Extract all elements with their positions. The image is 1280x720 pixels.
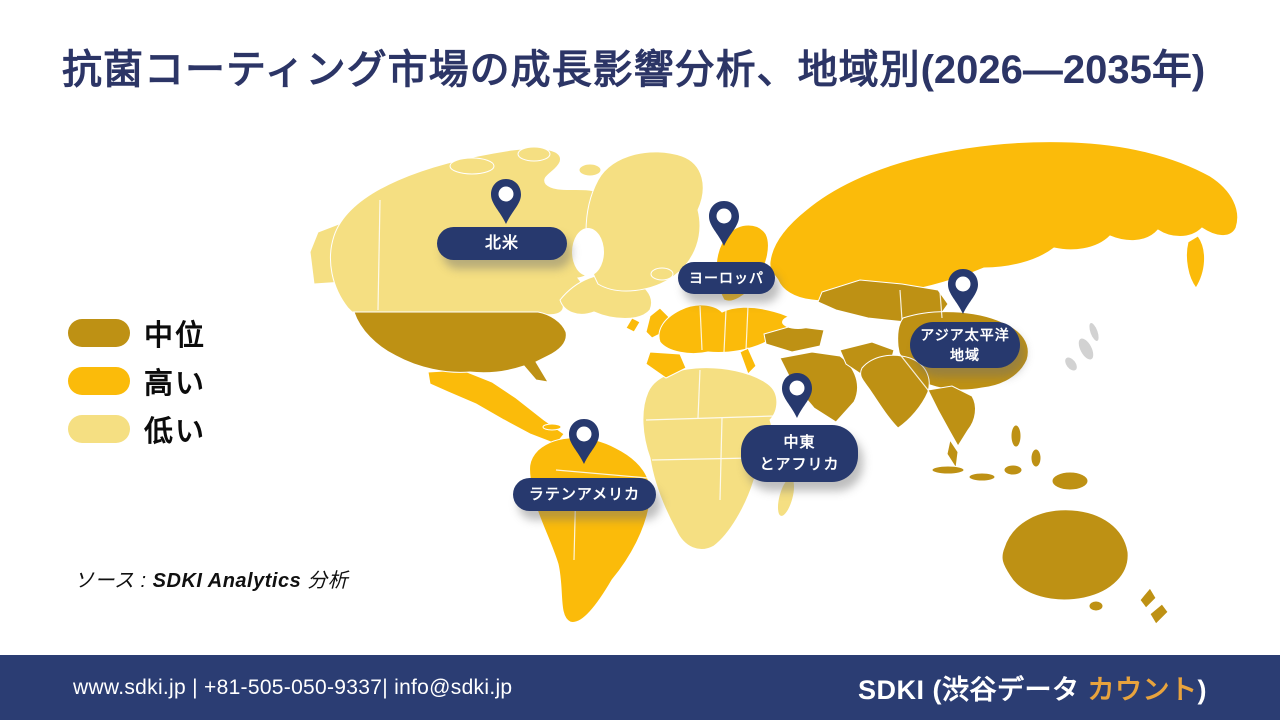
map-region-new-zealand bbox=[1149, 603, 1169, 625]
map-region-usa bbox=[353, 311, 567, 383]
map-region-indonesia bbox=[931, 465, 965, 475]
map-region-india bbox=[860, 354, 930, 429]
map-region-kamchatka bbox=[1185, 235, 1205, 289]
map-pin-icon bbox=[709, 201, 739, 246]
page-title: 抗菌コーティング市場の成長影響分析、地域別(2026—2035年) bbox=[62, 46, 1205, 94]
footer-brand-highlight: カウント bbox=[1087, 675, 1198, 705]
map-region-iceland bbox=[650, 267, 674, 281]
page-title-years: (2026—2035年) bbox=[920, 48, 1206, 92]
pin-label-latin-america: ラテンアメリカ bbox=[513, 478, 656, 511]
map-region-madagascar bbox=[776, 477, 796, 517]
pin-asia-pacific bbox=[945, 267, 981, 320]
legend: 中位 高い 低い bbox=[68, 318, 206, 462]
map-region-arctic-island bbox=[578, 163, 602, 177]
pin-label-text: 中東 bbox=[783, 433, 816, 451]
map-region-new-zealand bbox=[1139, 587, 1157, 609]
country-borders bbox=[377, 199, 943, 561]
pin-label-asia-pacific: アジア太平洋 地域 bbox=[910, 322, 1020, 368]
pin-label-middle-east-africa: 中東 とアフリカ bbox=[741, 425, 858, 482]
footer-brand: SDKI (渋谷データ カウント) bbox=[858, 668, 1207, 707]
legend-label-high: 高い bbox=[144, 368, 207, 400]
legend-swatch-medium bbox=[68, 319, 130, 347]
map-region-indonesia bbox=[1030, 448, 1042, 468]
page-title-main: 抗菌コーティング市場の成長影響分析、地域別 bbox=[62, 46, 921, 93]
source-note: ソース : SDKI Analytics 分析 bbox=[74, 564, 348, 593]
map-region-iberia bbox=[645, 351, 687, 379]
map-region-new-guinea bbox=[1051, 471, 1089, 491]
pin-label-europe: ヨーロッパ bbox=[678, 262, 775, 294]
map-region-arctic-island bbox=[517, 146, 551, 162]
map-region-ireland bbox=[625, 317, 641, 333]
map-region-australia bbox=[1001, 509, 1129, 601]
pin-label-text: 北米 bbox=[484, 234, 519, 252]
footer-brand-prefix: SDKI (渋谷データ bbox=[857, 675, 1088, 705]
legend-swatch-low bbox=[68, 415, 130, 443]
map-region-philippines bbox=[1010, 424, 1022, 448]
map-region-japan bbox=[1088, 322, 1100, 342]
legend-row-high: 高い bbox=[68, 366, 206, 400]
hudson-bay bbox=[572, 228, 604, 276]
source-brand: SDKI Analytics bbox=[152, 570, 302, 592]
map-region-middle-east bbox=[779, 351, 858, 423]
pin-north-america bbox=[488, 177, 524, 230]
map-region-japan bbox=[1077, 337, 1095, 361]
pin-europe bbox=[706, 199, 742, 252]
map-region-caribbean bbox=[542, 423, 562, 431]
map-pin-icon bbox=[782, 373, 812, 418]
legend-swatch-high bbox=[68, 367, 130, 395]
map-pin-icon bbox=[569, 419, 599, 464]
map-region-greenland bbox=[585, 151, 704, 292]
map-region-indonesia bbox=[968, 472, 996, 482]
map-region-indochina bbox=[927, 385, 976, 447]
pin-label-text: アジア太平洋 bbox=[920, 326, 1010, 343]
map-region-arctic-island bbox=[449, 157, 495, 175]
map-region-malay-peninsula bbox=[946, 438, 959, 470]
map-region-japan bbox=[1064, 356, 1078, 372]
pin-middle-east-africa bbox=[779, 371, 815, 424]
pin-label-north-america: 北米 bbox=[437, 227, 567, 260]
source-prefix: ソース : bbox=[74, 570, 153, 592]
source-suffix: 分析 bbox=[301, 570, 349, 592]
map-region-indonesia bbox=[1003, 464, 1023, 476]
map-region-tasmania bbox=[1088, 600, 1104, 612]
pin-label-text2: とアフリカ bbox=[759, 455, 840, 473]
map-region-russia bbox=[769, 141, 1239, 302]
map-region-italy bbox=[739, 347, 757, 375]
footer-contact: www.sdki.jp | +81-505-050-9337| info@sdk… bbox=[73, 675, 513, 699]
map-pin-icon bbox=[491, 179, 521, 224]
pin-label-text: ラテンアメリカ bbox=[528, 485, 641, 503]
legend-label-low: 低い bbox=[144, 416, 207, 448]
legend-row-medium: 中位 bbox=[68, 318, 206, 352]
legend-row-low: 低い bbox=[68, 414, 206, 448]
pin-label-text2: 地域 bbox=[950, 347, 980, 363]
footer-brand-suffix: ) bbox=[1197, 675, 1207, 705]
map-pin-icon bbox=[948, 269, 978, 314]
pin-latin-america bbox=[566, 417, 602, 470]
footer-bar: www.sdki.jp | +81-505-050-9337| info@sdk… bbox=[0, 655, 1280, 720]
black-sea bbox=[782, 315, 814, 329]
caspian-sea bbox=[835, 314, 851, 340]
pin-label-text: ヨーロッパ bbox=[689, 269, 764, 286]
legend-label-medium: 中位 bbox=[144, 320, 207, 352]
